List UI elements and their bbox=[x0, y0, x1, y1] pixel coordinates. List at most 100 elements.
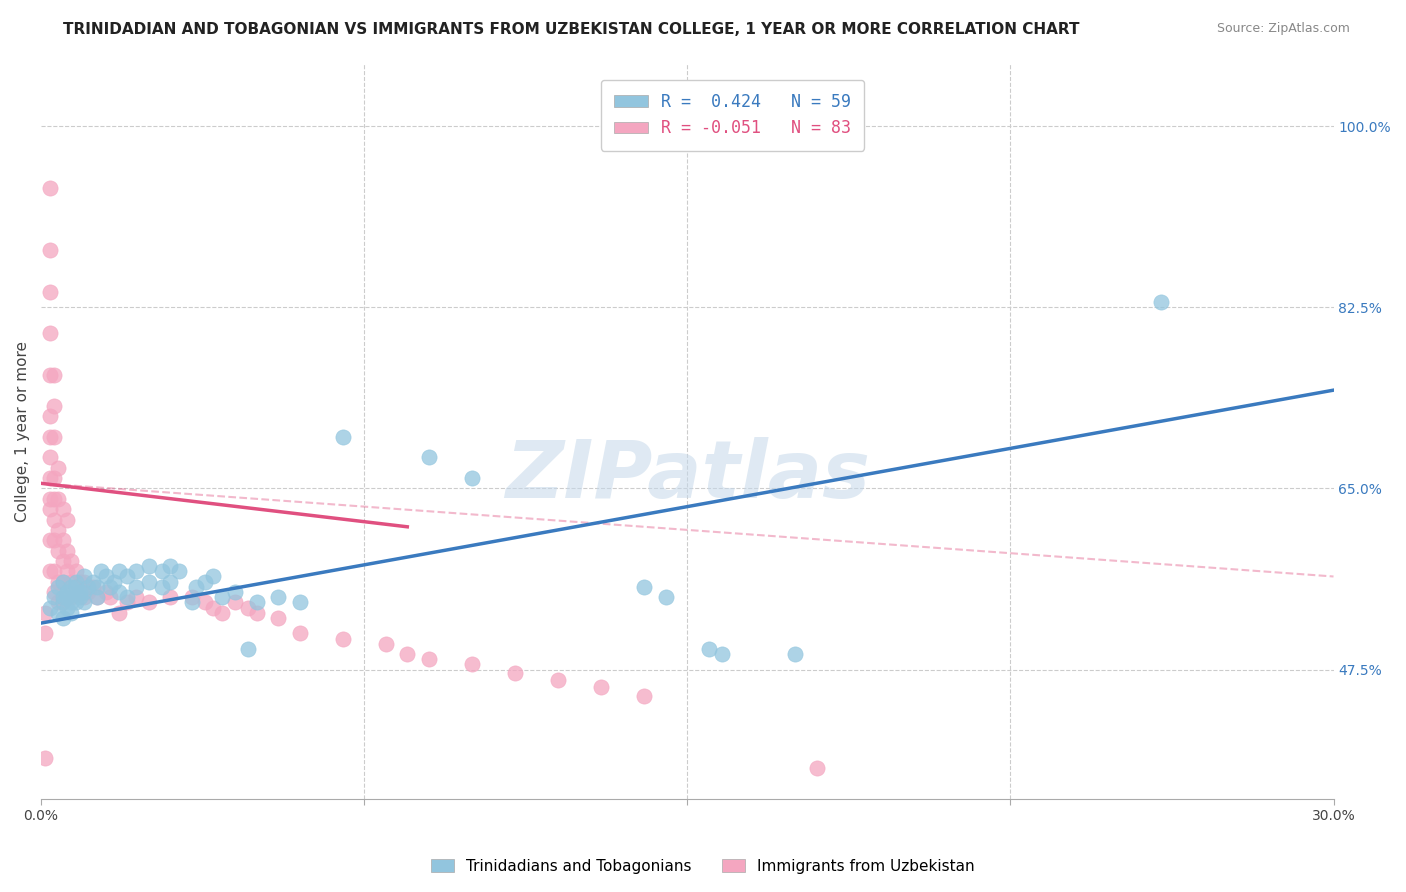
Point bbox=[697, 642, 720, 657]
Point bbox=[159, 574, 181, 589]
Point bbox=[38, 326, 60, 341]
Point bbox=[38, 409, 60, 423]
Point bbox=[42, 491, 65, 506]
Point bbox=[73, 574, 96, 589]
Point bbox=[98, 580, 121, 594]
Point bbox=[52, 611, 75, 625]
Legend: Trinidadians and Tobagonians, Immigrants from Uzbekistan: Trinidadians and Tobagonians, Immigrants… bbox=[425, 853, 981, 880]
Point bbox=[38, 368, 60, 382]
Point bbox=[418, 450, 440, 465]
Point bbox=[159, 559, 181, 574]
Point bbox=[34, 750, 56, 764]
Point bbox=[1150, 295, 1173, 310]
Point bbox=[396, 647, 419, 661]
Point bbox=[56, 591, 79, 605]
Point bbox=[38, 600, 60, 615]
Point bbox=[86, 591, 108, 605]
Point bbox=[38, 491, 60, 506]
Point bbox=[65, 574, 87, 589]
Point bbox=[56, 591, 79, 605]
Point bbox=[167, 564, 190, 578]
Point bbox=[86, 591, 108, 605]
Point bbox=[38, 471, 60, 485]
Point bbox=[159, 591, 181, 605]
Point bbox=[42, 430, 65, 444]
Point bbox=[52, 591, 75, 605]
Point bbox=[38, 564, 60, 578]
Point bbox=[69, 591, 91, 605]
Point bbox=[224, 585, 246, 599]
Point bbox=[125, 564, 148, 578]
Point bbox=[288, 626, 311, 640]
Point bbox=[77, 580, 100, 594]
Point bbox=[38, 181, 60, 195]
Point bbox=[65, 595, 87, 609]
Point bbox=[69, 574, 91, 589]
Point bbox=[46, 595, 69, 609]
Point bbox=[52, 595, 75, 609]
Point bbox=[461, 471, 484, 485]
Point bbox=[125, 591, 148, 605]
Point bbox=[73, 585, 96, 599]
Point bbox=[60, 574, 83, 589]
Point bbox=[34, 626, 56, 640]
Point bbox=[73, 595, 96, 609]
Point bbox=[52, 533, 75, 548]
Point bbox=[38, 533, 60, 548]
Point bbox=[332, 632, 354, 646]
Point bbox=[52, 502, 75, 516]
Point bbox=[633, 689, 655, 703]
Point bbox=[82, 580, 104, 594]
Point bbox=[107, 606, 129, 620]
Point bbox=[150, 580, 173, 594]
Point bbox=[56, 585, 79, 599]
Point bbox=[65, 580, 87, 594]
Point bbox=[46, 543, 69, 558]
Point bbox=[125, 580, 148, 594]
Point bbox=[42, 368, 65, 382]
Text: ZIPatlas: ZIPatlas bbox=[505, 437, 870, 515]
Point bbox=[211, 606, 233, 620]
Point bbox=[117, 595, 139, 609]
Point bbox=[655, 591, 678, 605]
Point bbox=[46, 574, 69, 589]
Point bbox=[211, 591, 233, 605]
Point bbox=[90, 564, 112, 578]
Point bbox=[52, 554, 75, 568]
Point bbox=[86, 580, 108, 594]
Point bbox=[94, 569, 117, 583]
Point bbox=[34, 606, 56, 620]
Legend: R =  0.424   N = 59, R = -0.051   N = 83: R = 0.424 N = 59, R = -0.051 N = 83 bbox=[600, 79, 865, 151]
Point bbox=[710, 647, 733, 661]
Point bbox=[60, 606, 83, 620]
Point bbox=[56, 512, 79, 526]
Point bbox=[94, 585, 117, 599]
Point bbox=[633, 580, 655, 594]
Point bbox=[60, 591, 83, 605]
Point bbox=[42, 564, 65, 578]
Y-axis label: College, 1 year or more: College, 1 year or more bbox=[15, 341, 30, 522]
Point bbox=[42, 399, 65, 413]
Point bbox=[60, 580, 83, 594]
Point bbox=[46, 580, 69, 594]
Point bbox=[107, 564, 129, 578]
Point bbox=[38, 285, 60, 299]
Point bbox=[65, 564, 87, 578]
Point bbox=[194, 574, 217, 589]
Point bbox=[180, 595, 202, 609]
Point bbox=[42, 585, 65, 599]
Point bbox=[138, 595, 160, 609]
Point bbox=[42, 533, 65, 548]
Point bbox=[224, 595, 246, 609]
Point bbox=[82, 574, 104, 589]
Point bbox=[288, 595, 311, 609]
Text: TRINIDADIAN AND TOBAGONIAN VS IMMIGRANTS FROM UZBEKISTAN COLLEGE, 1 YEAR OR MORE: TRINIDADIAN AND TOBAGONIAN VS IMMIGRANTS… bbox=[63, 22, 1080, 37]
Point bbox=[52, 574, 75, 589]
Point bbox=[418, 652, 440, 666]
Point bbox=[60, 554, 83, 568]
Point bbox=[103, 574, 125, 589]
Point bbox=[591, 680, 613, 694]
Point bbox=[138, 559, 160, 574]
Point bbox=[202, 569, 225, 583]
Point bbox=[117, 591, 139, 605]
